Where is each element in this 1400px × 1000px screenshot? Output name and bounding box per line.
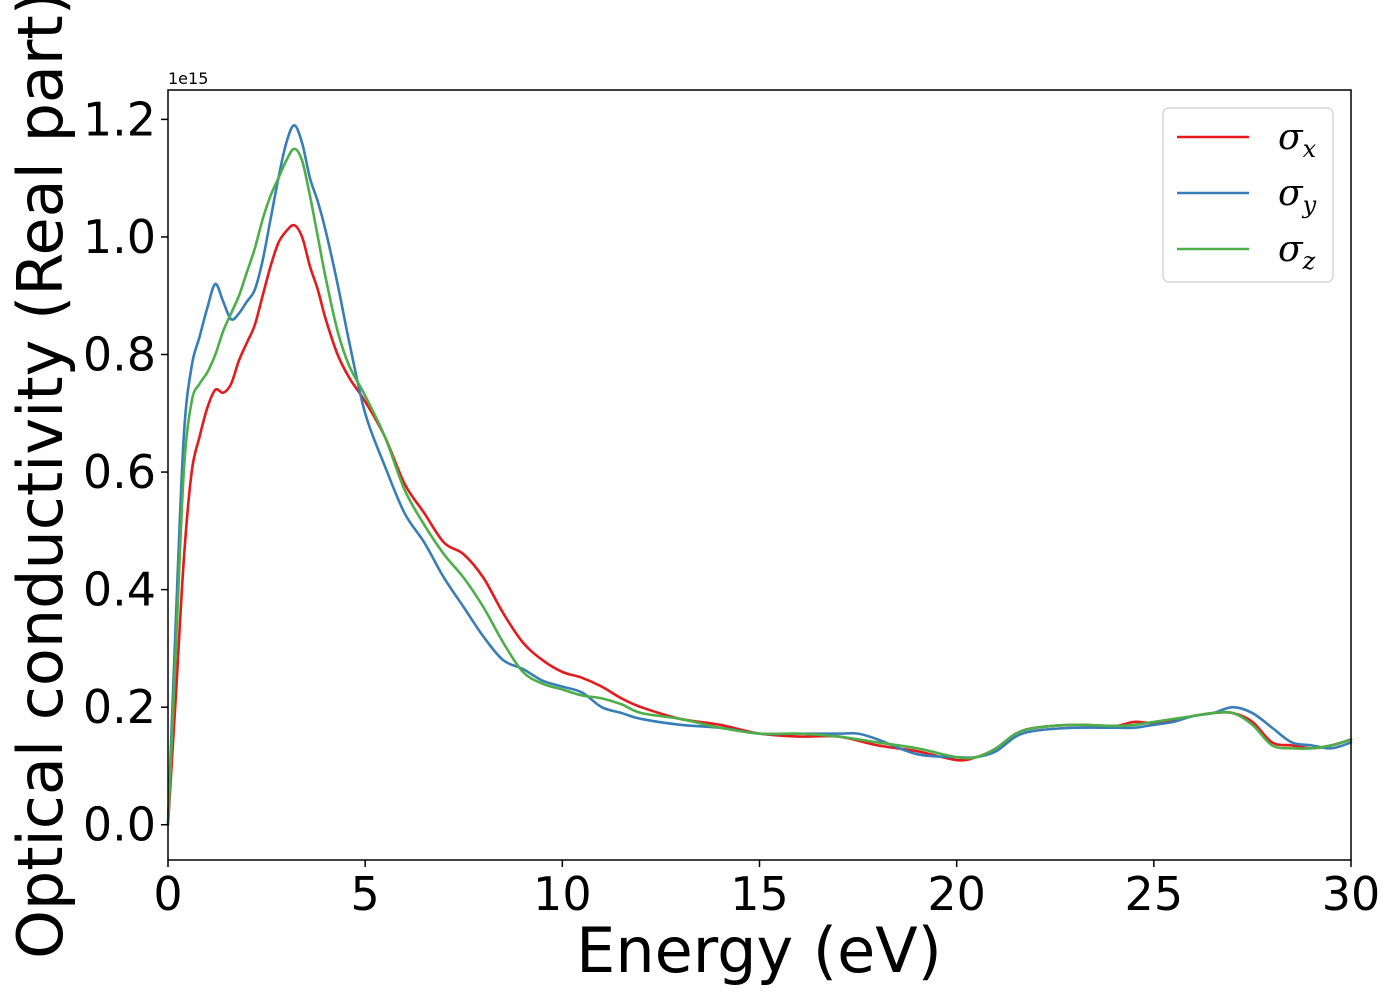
legend-entries: σx σy σz [1177,117,1317,275]
legend-box [1162,107,1334,283]
y-offset-label: 1e15 [168,69,208,88]
x-axis-ticks: 0 5 10 15 20 25 30 [153,860,1380,921]
y-tick-label: 1.2 [83,92,156,146]
series-line-x [166,223,1353,827]
x-tick-label: 15 [730,867,789,921]
legend: σx σy σz [1162,107,1334,283]
x-axis-label: Energy (eV) [576,914,942,987]
legend-label-x: σx [1278,117,1317,163]
x-tick-label: 25 [1125,867,1184,921]
x-tick-label: 20 [927,867,986,921]
y-axis-label: Optical conductivity (Real part) [4,0,77,959]
series-layer [166,123,1353,827]
y-tick-label: 0.0 [83,798,156,852]
x-tick-label: 30 [1322,867,1381,921]
x-tick-label: 10 [533,867,592,921]
y-tick-label: 0.4 [83,563,156,617]
series-line-z [166,147,1353,827]
x-tick-label: 5 [351,867,380,921]
plot-area-background [168,90,1351,860]
y-tick-label: 0.8 [83,328,156,382]
legend-label-y: σy [1278,173,1317,219]
legend-label-z: σz [1278,229,1316,275]
series-line-y [166,123,1353,827]
x-tick-label: 0 [153,867,182,921]
y-tick-label: 1.0 [83,210,156,264]
y-axis-ticks: 0.0 0.2 0.4 0.6 0.8 1.0 1.2 [83,92,168,852]
y-tick-label: 0.2 [83,680,156,734]
y-tick-label: 0.6 [83,445,156,499]
